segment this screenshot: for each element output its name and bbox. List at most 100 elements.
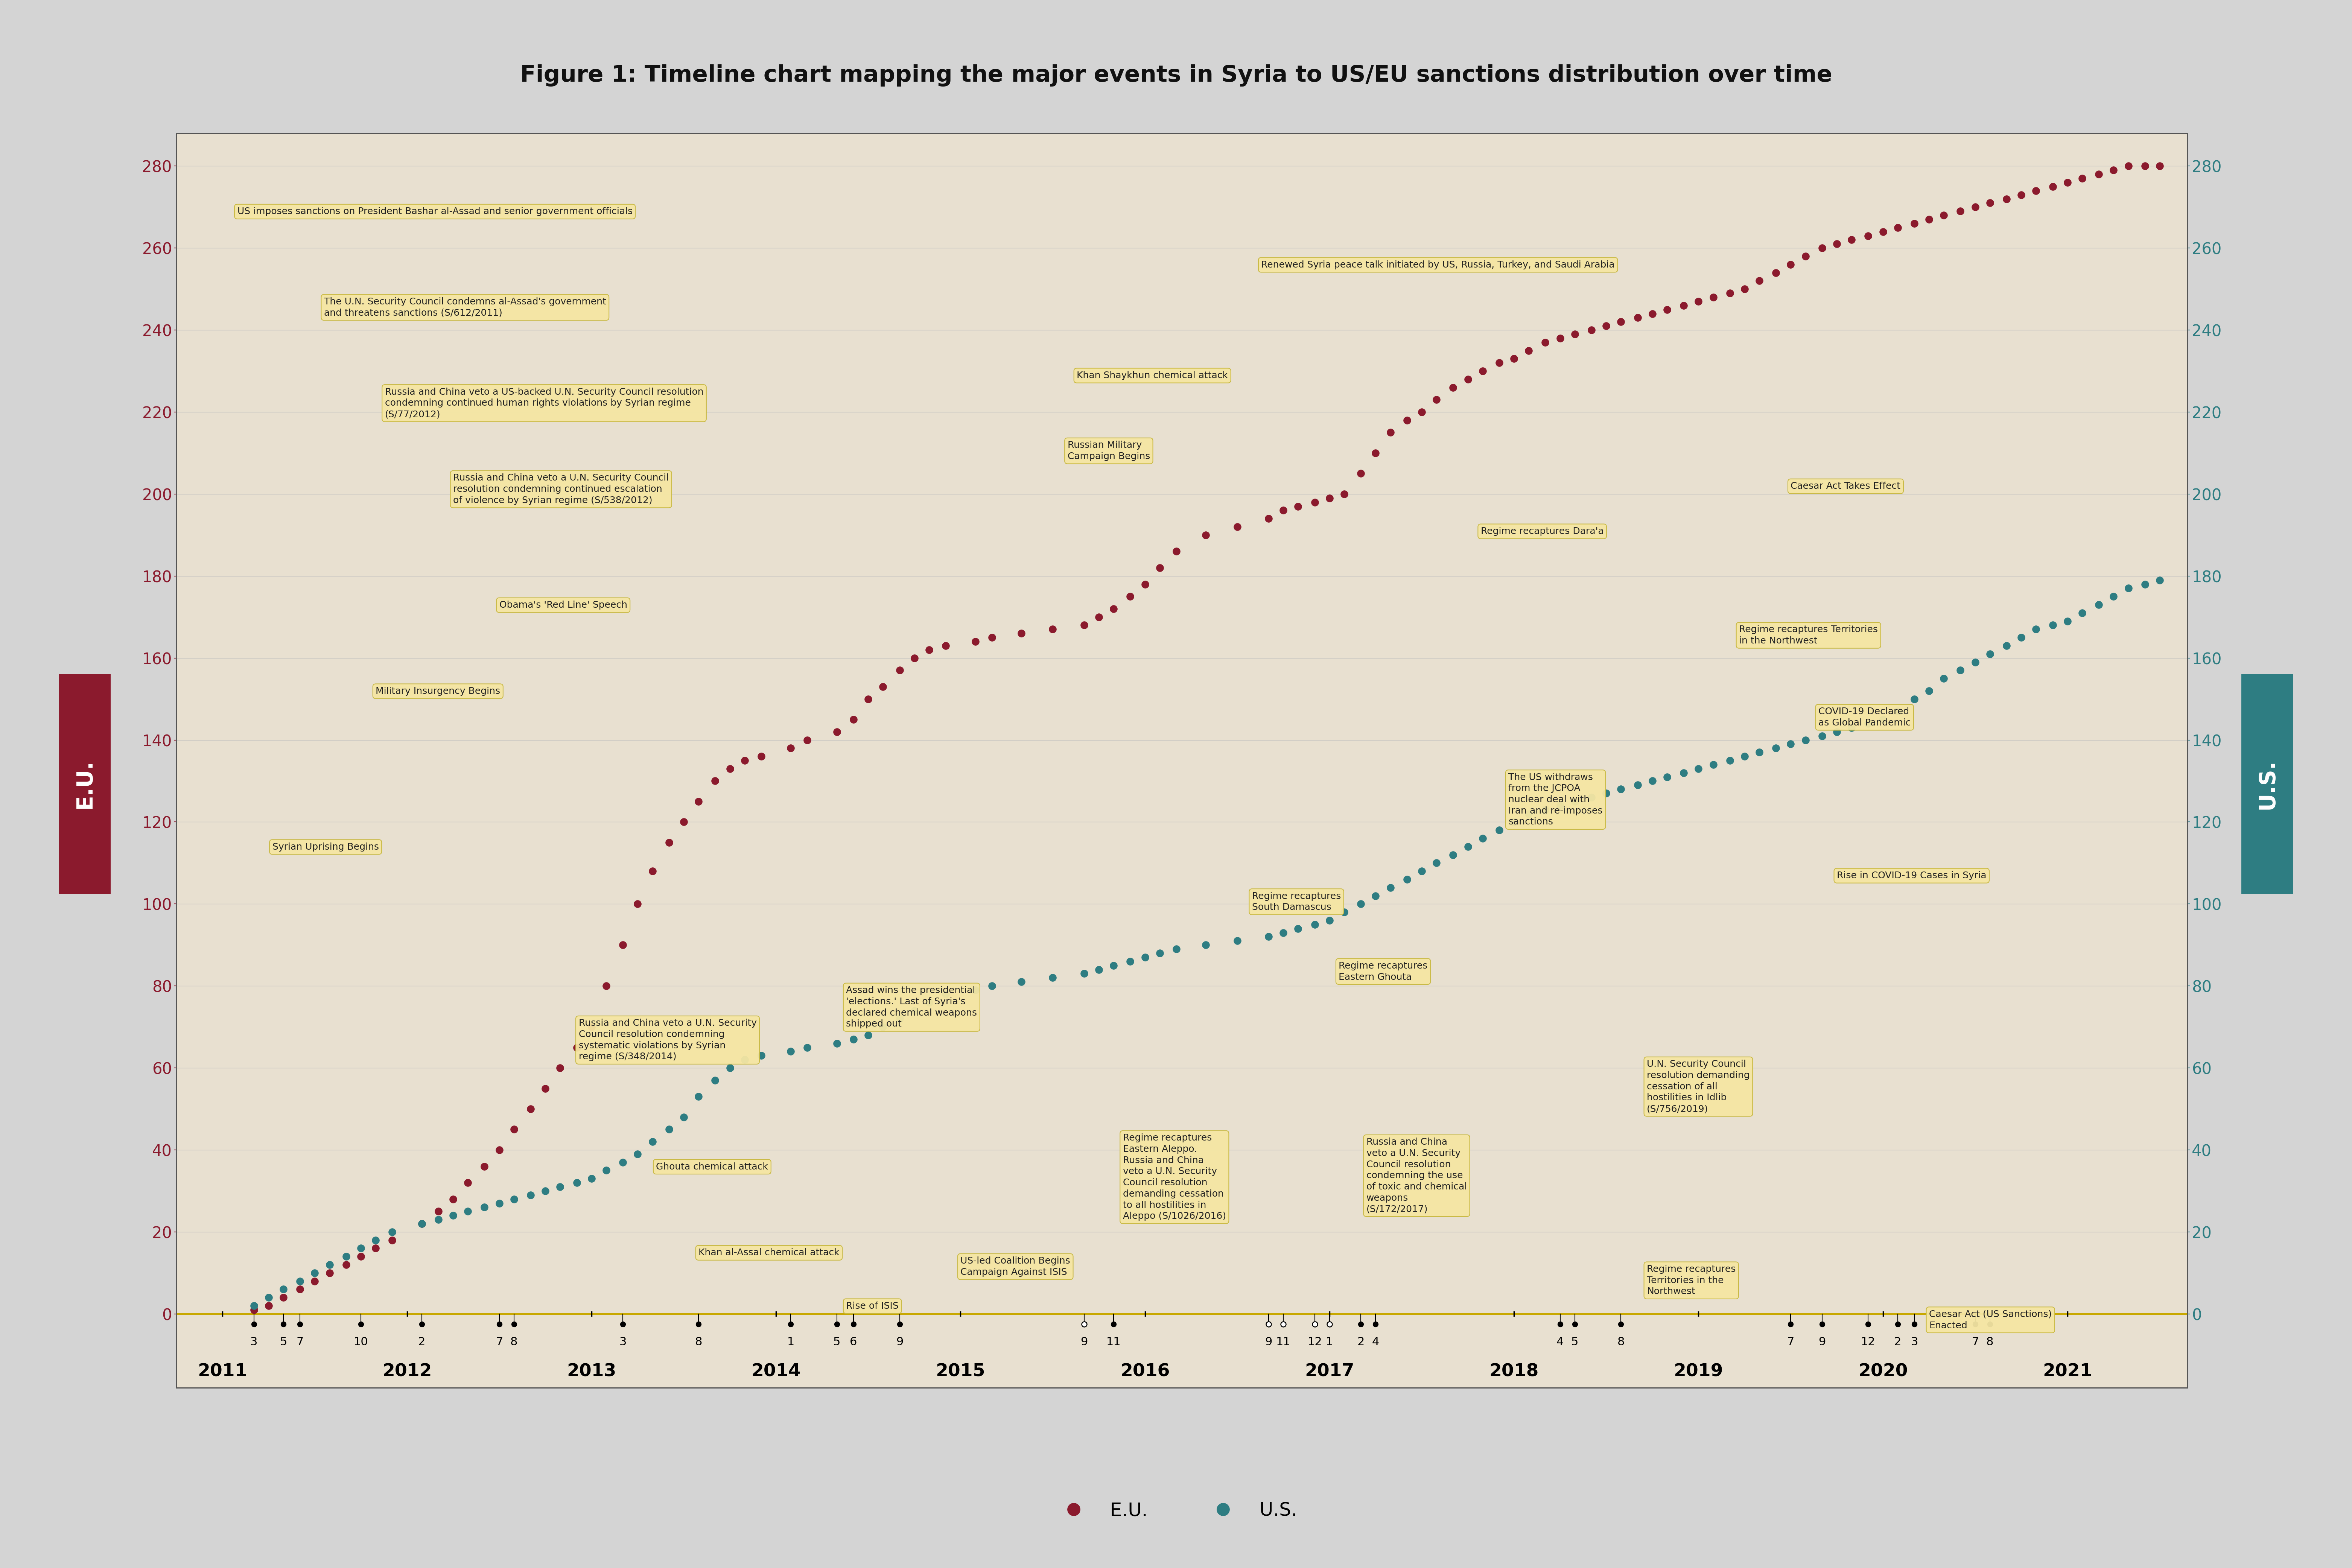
- Point: [1865, 220, 1903, 245]
- Legend:   E.U.,   U.S.: E.U., U.S.: [1047, 1494, 1305, 1527]
- Point: [727, 748, 764, 773]
- Point: [2002, 626, 2039, 651]
- Point: [1832, 227, 1870, 252]
- Point: [402, 1210, 440, 1236]
- Text: Russian Military
Campaign Begins: Russian Military Campaign Begins: [1068, 441, 1150, 461]
- Point: [1602, 776, 1639, 801]
- Text: 2018: 2018: [1489, 1363, 1538, 1380]
- Point: [1218, 514, 1256, 539]
- Point: [496, 1116, 534, 1142]
- Point: [619, 1142, 656, 1167]
- Text: Regime recaptures
Eastern Ghouta: Regime recaptures Eastern Ghouta: [1338, 961, 1428, 982]
- Point: [927, 633, 964, 659]
- Point: [496, 1187, 534, 1212]
- Text: 7: 7: [1971, 1336, 1978, 1347]
- Text: 11: 11: [1277, 1336, 1291, 1347]
- Point: [619, 892, 656, 917]
- Point: [1080, 956, 1117, 982]
- Text: US-led Coalition Begins
Campaign Against ISIS: US-led Coalition Begins Campaign Against…: [960, 1256, 1070, 1276]
- Point: [1665, 293, 1703, 318]
- Text: 12: 12: [1860, 1336, 1875, 1347]
- Point: [863, 1014, 901, 1040]
- Point: [282, 1276, 320, 1301]
- Point: [588, 974, 626, 999]
- Text: 2016: 2016: [1120, 1363, 1169, 1380]
- Point: [788, 728, 826, 753]
- Text: Russia and China veto a US-backed U.N. Security Council resolution
condemning co: Russia and China veto a US-backed U.N. S…: [386, 387, 703, 419]
- Point: [1665, 760, 1703, 786]
- Point: [358, 1228, 395, 1253]
- Point: [633, 1129, 670, 1154]
- Point: [927, 982, 964, 1007]
- Text: Russia and China veto a U.N. Security
Council resolution condemning
systematic v: Russia and China veto a U.N. Security Co…: [579, 1019, 757, 1062]
- Point: [1094, 953, 1131, 978]
- Text: 2: 2: [1357, 1336, 1364, 1347]
- Point: [1896, 687, 1933, 712]
- Point: [341, 1236, 379, 1261]
- Point: [2063, 601, 2100, 626]
- Point: [1635, 768, 1672, 793]
- Point: [604, 1149, 642, 1174]
- Text: 8: 8: [510, 1336, 517, 1347]
- Text: Assad wins the presidential
'elections.' Last of Syria's
declared chemical weapo: Assad wins the presidential 'elections.'…: [847, 986, 976, 1029]
- Point: [1496, 347, 1534, 372]
- Text: 11: 11: [1105, 1336, 1122, 1347]
- Point: [527, 1076, 564, 1101]
- Point: [327, 1243, 365, 1269]
- Text: 5: 5: [1571, 1336, 1578, 1347]
- Point: [649, 1116, 687, 1142]
- Text: 1: 1: [788, 1336, 795, 1347]
- Text: Regime recaptures Territories
in the Northwest: Regime recaptures Territories in the Nor…: [1738, 626, 1877, 646]
- Text: COVID-19 Declared
as Global Pandemic: COVID-19 Declared as Global Pandemic: [1818, 707, 1910, 728]
- Text: Regime recaptures
Territories in the
Northwest: Regime recaptures Territories in the Nor…: [1646, 1265, 1736, 1297]
- Point: [1449, 834, 1486, 859]
- Text: 2013: 2013: [567, 1363, 616, 1380]
- Text: 7: 7: [296, 1336, 303, 1347]
- Point: [957, 977, 995, 1002]
- Point: [910, 989, 948, 1014]
- Point: [341, 1243, 379, 1269]
- Text: Regime recaptures
Eastern Aleppo.
Russia and China
veto a U.N. Security
Council : Regime recaptures Eastern Aleppo. Russia…: [1122, 1134, 1225, 1221]
- Point: [1757, 735, 1795, 760]
- Point: [1588, 314, 1625, 339]
- Point: [1618, 306, 1656, 331]
- Point: [1588, 781, 1625, 806]
- Point: [863, 674, 901, 699]
- Point: [1343, 892, 1381, 917]
- Point: [1726, 743, 1764, 768]
- Point: [710, 756, 748, 781]
- Point: [2018, 616, 2056, 641]
- Point: [1265, 499, 1303, 524]
- Point: [235, 1297, 273, 1322]
- Point: [1879, 215, 1917, 240]
- Point: [1957, 649, 1994, 674]
- Point: [527, 1179, 564, 1204]
- Point: [696, 1068, 734, 1093]
- Point: [818, 720, 856, 745]
- Text: Caesar Act (US Sanctions)
Enacted: Caesar Act (US Sanctions) Enacted: [1929, 1309, 2051, 1330]
- Point: [1541, 326, 1578, 351]
- Point: [1112, 583, 1150, 608]
- Point: [282, 1269, 320, 1294]
- Point: [880, 657, 917, 682]
- Point: [449, 1170, 487, 1195]
- Point: [1710, 281, 1748, 306]
- Point: [374, 1228, 412, 1253]
- Point: [1435, 375, 1472, 400]
- Point: [2034, 613, 2072, 638]
- Text: 5: 5: [833, 1336, 840, 1347]
- Point: [1943, 657, 1980, 682]
- Text: 2: 2: [419, 1336, 426, 1347]
- Point: [235, 1294, 273, 1319]
- Point: [788, 1035, 826, 1060]
- Point: [743, 1043, 781, 1068]
- Point: [666, 1104, 703, 1129]
- Point: [1726, 276, 1764, 301]
- Text: 3: 3: [619, 1336, 626, 1347]
- Point: [2140, 568, 2178, 593]
- Point: [680, 789, 717, 814]
- Text: E.U.: E.U.: [73, 759, 96, 809]
- Point: [1249, 924, 1287, 949]
- Point: [1279, 916, 1317, 941]
- Point: [1035, 616, 1073, 641]
